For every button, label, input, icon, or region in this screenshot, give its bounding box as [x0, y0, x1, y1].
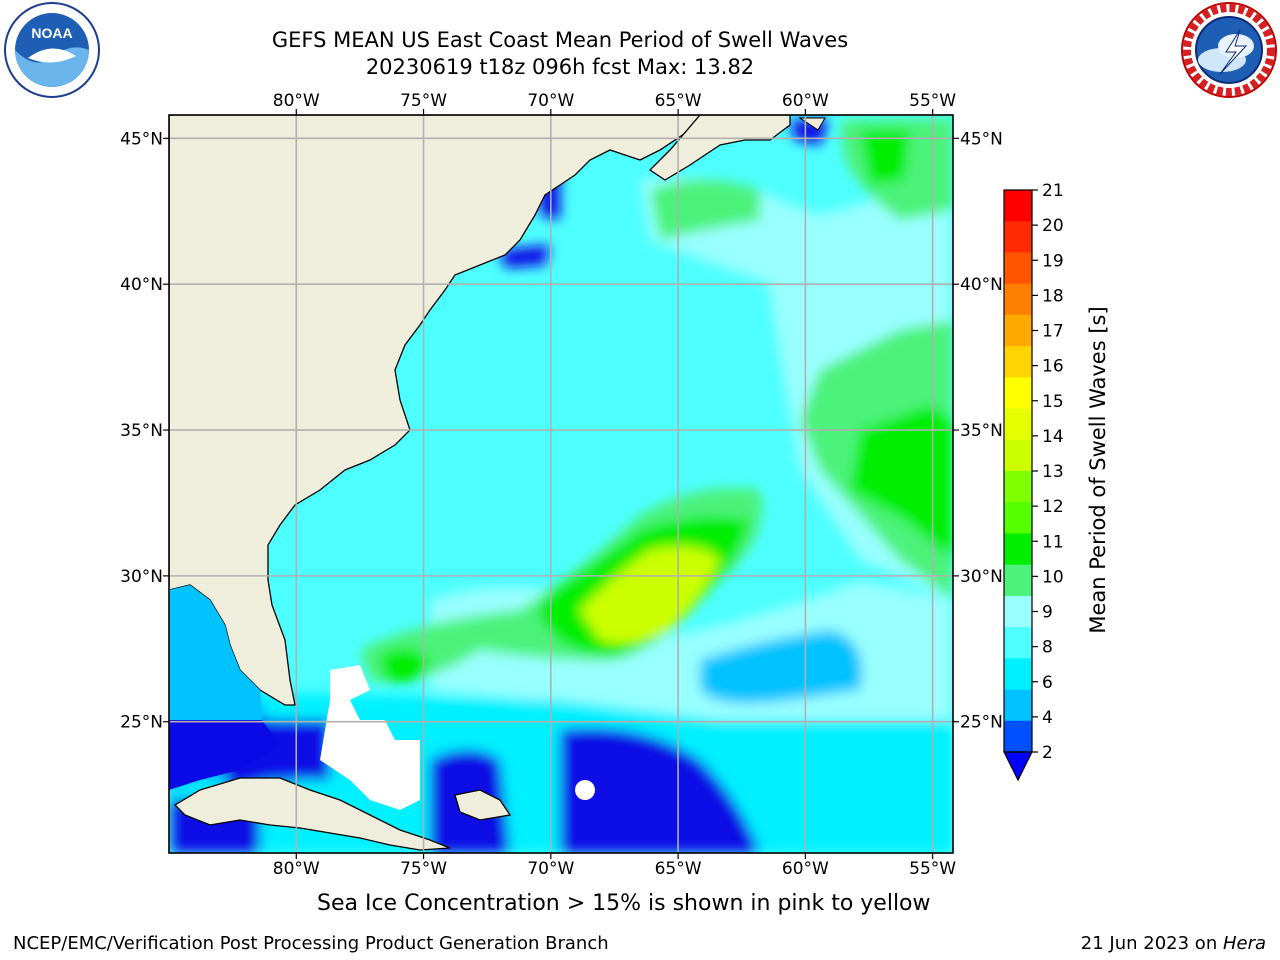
colorbar-segment [1004, 252, 1032, 285]
lon-label: 55°W [909, 91, 956, 111]
colorbar-segment [1004, 471, 1032, 503]
colorbar-segment [1004, 408, 1032, 441]
lon-label: 60°W [782, 91, 829, 111]
footer-credit: NCEP/EMC/Verification Post Processing Pr… [13, 933, 609, 954]
colorbar-segment [1004, 689, 1032, 722]
colorbar-tick-label: 16 [1042, 357, 1064, 377]
colorbar-segment [1004, 627, 1032, 659]
colorbar-tick-label: 14 [1042, 427, 1064, 447]
colorbar-segment [1004, 658, 1032, 691]
lat-label: 35°N [960, 421, 1003, 441]
colorbar-tick-label: 2 [1042, 743, 1053, 763]
noaa-logo: NOAA [4, 2, 100, 98]
lon-label: 75°W [400, 91, 447, 111]
colorbar-segment [1004, 346, 1032, 378]
colorbar-segment [1004, 502, 1032, 534]
lat-label: 30°N [120, 567, 163, 587]
lon-label: 65°W [655, 859, 702, 879]
land-newfoundland-tip [798, 117, 826, 131]
graticule [169, 115, 953, 853]
colorbar-tick-label: 20 [1042, 216, 1064, 236]
map-subtitle: 20230619 t18z 096h fcst Max: 13.82 [365, 55, 755, 79]
colorbar-segment [1004, 190, 1032, 222]
lat-label: 45°N [960, 129, 1003, 149]
swell-period-field [169, 115, 953, 853]
colorbar-segment [1004, 314, 1032, 347]
lon-label: 80°W [273, 859, 320, 879]
lon-label: 80°W [273, 91, 320, 111]
footer-date: 21 Jun 2023 on Hera [1081, 933, 1266, 954]
lon-label: 70°W [527, 91, 574, 111]
lat-label: 35°N [120, 421, 163, 441]
lon-label: 70°W [527, 859, 574, 879]
lon-label: 65°W [655, 91, 702, 111]
lat-label: 25°N [120, 713, 163, 733]
colorbar-tick-label: 17 [1042, 322, 1064, 342]
lat-label: 30°N [960, 567, 1003, 587]
map-frame [168, 114, 954, 854]
lon-label: 60°W [782, 859, 829, 879]
footer-date-text: 21 Jun 2023 on [1080, 933, 1223, 954]
colorbar-tick-label: 6 [1042, 673, 1053, 693]
land-hispaniola [454, 789, 512, 821]
colorbar-tick-label: 12 [1042, 497, 1064, 517]
lon-label: 55°W [909, 859, 956, 879]
colorbar-extend-arrow [1003, 751, 1033, 782]
gulf-of-mexico [169, 585, 262, 720]
colorbar-segment [1004, 439, 1032, 472]
lat-label: 40°N [120, 275, 163, 295]
map-title: GEFS MEAN US East Coast Mean Period of S… [271, 28, 849, 52]
colorbar-segment [1004, 221, 1032, 253]
colorbar-segment [1004, 377, 1032, 410]
land-cuba [173, 777, 451, 851]
lon-label: 75°W [400, 859, 447, 879]
colorbar-segment [1004, 533, 1032, 566]
nws-logo [1181, 2, 1277, 98]
colorbar-tick-label: 13 [1042, 462, 1064, 482]
lat-label: 25°N [960, 713, 1003, 733]
noaa-logo-text: NOAA [31, 25, 72, 41]
colorbar-tick-label: 4 [1042, 708, 1053, 728]
colorbar-tick-label: 9 [1042, 603, 1053, 623]
land-maritimes [648, 115, 791, 181]
colorbar-tick-label: 18 [1042, 286, 1064, 306]
colorbar-segment [1004, 595, 1032, 628]
colorbar-tick-label: 15 [1042, 392, 1064, 412]
lat-label: 45°N [120, 129, 163, 149]
colorbar-tick-label: 10 [1042, 567, 1064, 587]
lat-label: 40°N [960, 275, 1003, 295]
colorbar-segment [1004, 564, 1032, 597]
colorbar-tick-label: 21 [1042, 181, 1064, 201]
colorbar-tick-label: 8 [1042, 638, 1053, 658]
colorbar-tick-label: 19 [1042, 251, 1064, 271]
colorbar-label: Mean Period of Swell Waves [s] [1086, 306, 1110, 633]
colorbar: 21 20 19 18 17 16 15 14 13 12 11 10 9 8 6 4 2 [1003, 181, 1064, 782]
colorbar-segment [1004, 283, 1032, 316]
footer-machine: Hera [1222, 933, 1266, 954]
bahamas-shallow [320, 665, 420, 810]
colorbar-segment [1004, 720, 1032, 753]
colorbar-tick-label: 11 [1042, 532, 1064, 552]
sea-ice-note: Sea Ice Concentration > 15% is shown in … [317, 891, 931, 916]
